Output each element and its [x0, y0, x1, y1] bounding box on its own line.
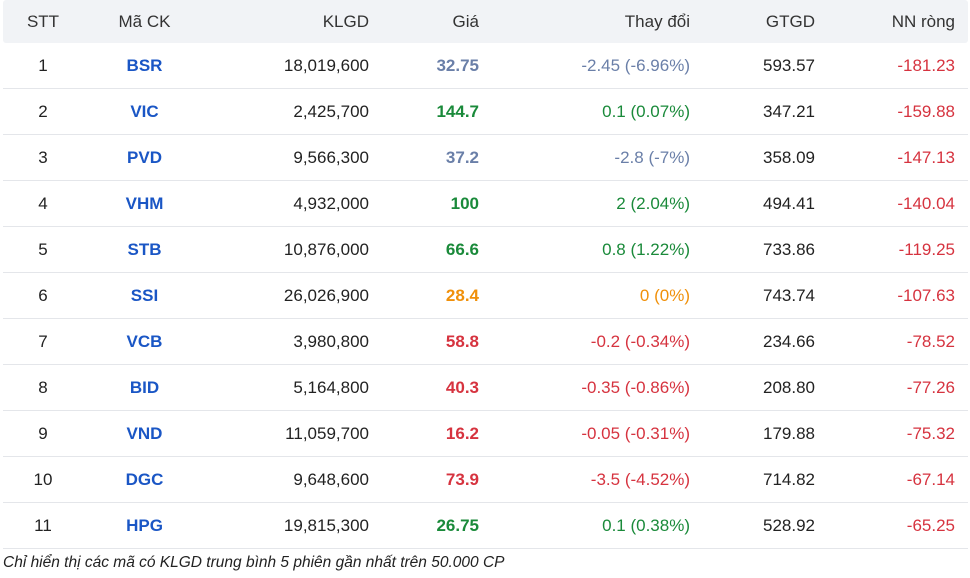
- table-row[interactable]: 6 SSI 26,026,900 28.4 0 (0%) 743.74 -107.63: [3, 273, 968, 319]
- cell-change: 0 (0%): [639, 285, 690, 305]
- cell-price: 144.7: [436, 101, 479, 121]
- cell-stt: 2: [38, 101, 48, 121]
- col-header-value[interactable]: GTGD: [765, 11, 815, 31]
- cell-volume: 18,019,600: [283, 55, 369, 75]
- cell-change: 0.1 (0.38%): [602, 515, 690, 535]
- col-header-foreign-net[interactable]: NN ròng: [891, 11, 955, 31]
- footnote: Chỉ hiển thị các mã có KLGD trung bình 5…: [3, 554, 505, 571]
- table-row[interactable]: 3 PVD 9,566,300 37.2 -2.8 (-7%) 358.09 -147.13: [3, 135, 968, 181]
- cell-stt: 6: [38, 285, 48, 305]
- cell-change: -0.05 (-0.31%): [581, 423, 690, 443]
- cell-volume: 9,648,600: [293, 469, 369, 489]
- cell-stt: 8: [38, 377, 48, 397]
- cell-price: 16.2: [445, 423, 479, 443]
- table-row[interactable]: 10 DGC 9,648,600 73.9 -3.5 (-4.52%) 714.82 -67…: [3, 457, 968, 503]
- table-row[interactable]: 1 BSR 18,019,600 32.75 -2.45 (-6.96%) 593.57 -…: [3, 43, 968, 89]
- cell-change: -0.2 (-0.34%): [590, 331, 690, 351]
- table-row[interactable]: 4 VHM 4,932,000 100 2 (2.04%) 494.41 -140.04: [3, 181, 968, 227]
- cell-value: 179.88: [763, 423, 815, 443]
- cell-value: 528.92: [763, 515, 815, 535]
- cell-volume: 2,425,700: [293, 101, 369, 121]
- table-row[interactable]: 5 STB 10,876,000 66.6 0.8 (1.22%) 733.86 -119.…: [3, 227, 968, 273]
- table-row[interactable]: 11 HPG 19,815,300 26.75 0.1 (0.38%) 528.92 -65…: [3, 503, 968, 549]
- cell-value: 714.82: [763, 469, 815, 489]
- cell-volume: 10,876,000: [283, 239, 369, 259]
- col-header-stt[interactable]: STT: [26, 11, 60, 31]
- cell-foreign-net: -75.32: [906, 423, 955, 443]
- table-row[interactable]: 8 BID 5,164,800 40.3 -0.35 (-0.86%) 208.80 -77…: [3, 365, 968, 411]
- cell-ticker-link[interactable]: VCB: [126, 331, 163, 351]
- cell-foreign-net: -107.63: [897, 285, 955, 305]
- cell-stt: 4: [38, 193, 48, 213]
- cell-stt: 5: [38, 239, 48, 259]
- cell-change: -2.8 (-7%): [614, 147, 690, 167]
- cell-change: -0.35 (-0.86%): [581, 377, 690, 397]
- cell-foreign-net: -67.14: [906, 469, 955, 489]
- col-header-volume[interactable]: KLGD: [322, 11, 369, 31]
- cell-price: 37.2: [445, 147, 479, 167]
- cell-stt: 11: [34, 515, 52, 535]
- cell-value: 494.41: [763, 193, 815, 213]
- cell-value: 234.66: [763, 331, 815, 351]
- cell-value: 743.74: [763, 285, 815, 305]
- cell-volume: 4,932,000: [293, 193, 369, 213]
- cell-ticker-link[interactable]: VND: [126, 423, 163, 443]
- cell-price: 40.3: [445, 377, 479, 397]
- cell-foreign-net: -78.52: [906, 331, 955, 351]
- cell-price: 58.8: [445, 331, 479, 351]
- cell-volume: 3,980,800: [293, 331, 369, 351]
- cell-foreign-net: -77.26: [906, 377, 955, 397]
- cell-ticker-link[interactable]: VIC: [130, 101, 159, 121]
- cell-value: 347.21: [763, 101, 815, 121]
- table-body: 1 BSR 18,019,600 32.75 -2.45 (-6.96%) 593.57 -…: [3, 43, 968, 549]
- cell-stt: 10: [33, 469, 53, 489]
- cell-ticker-link[interactable]: VHM: [125, 193, 164, 213]
- cell-value: 733.86: [763, 239, 815, 259]
- cell-price: 32.75: [436, 55, 479, 75]
- cell-price: 26.75: [436, 515, 479, 535]
- cell-ticker-link[interactable]: BID: [129, 377, 160, 397]
- cell-foreign-net: -147.13: [897, 147, 955, 167]
- cell-volume: 9,566,300: [293, 147, 369, 167]
- cell-value: 593.57: [763, 55, 815, 75]
- cell-stt: 9: [38, 423, 48, 443]
- table-row[interactable]: 7 VCB 3,980,800 58.8 -0.2 (-0.34%) 234.66 -78.…: [3, 319, 968, 365]
- col-header-price[interactable]: Giá: [452, 11, 479, 31]
- cell-foreign-net: -159.88: [897, 101, 955, 121]
- foreign-net-table: STT Mã CK KLGD Giá Thay đổi GTGD NN ròng…: [3, 0, 968, 549]
- cell-volume: 19,815,300: [283, 515, 369, 535]
- cell-foreign-net: -119.25: [898, 239, 955, 259]
- col-header-ticker[interactable]: Mã CK: [118, 11, 171, 31]
- cell-price: 73.9: [445, 469, 479, 489]
- table-row[interactable]: 2 VIC 2,425,700 144.7 0.1 (0.07%) 347.21 -159.…: [3, 89, 968, 135]
- cell-value: 358.09: [763, 147, 815, 167]
- cell-stt: 3: [38, 147, 48, 167]
- cell-volume: 26,026,900: [283, 285, 369, 305]
- cell-foreign-net: -181.23: [897, 55, 955, 75]
- cell-stt: 7: [38, 331, 48, 351]
- cell-foreign-net: -65.25: [906, 515, 955, 535]
- cell-volume: 11,059,700: [285, 423, 369, 443]
- cell-change: -2.45 (-6.96%): [581, 55, 690, 75]
- cell-change: 0.8 (1.22%): [602, 239, 690, 259]
- cell-price: 28.4: [445, 285, 479, 305]
- col-header-change[interactable]: Thay đổi: [624, 11, 690, 31]
- cell-volume: 5,164,800: [293, 377, 369, 397]
- table-row[interactable]: 9 VND 11,059,700 16.2 -0.05 (-0.31%) 179.88 -7…: [3, 411, 968, 457]
- cell-change: 2 (2.04%): [616, 193, 690, 213]
- cell-ticker-link[interactable]: SSI: [130, 285, 159, 305]
- cell-ticker-link[interactable]: BSR: [126, 55, 163, 75]
- cell-price: 66.6: [445, 239, 479, 259]
- cell-stt: 1: [38, 55, 48, 75]
- cell-value: 208.80: [763, 377, 815, 397]
- table-header: STT Mã CK KLGD Giá Thay đổi GTGD NN ròng: [3, 0, 968, 43]
- cell-ticker-link[interactable]: HPG: [126, 515, 163, 535]
- cell-price: 100: [450, 193, 479, 213]
- cell-change: 0.1 (0.07%): [602, 101, 690, 121]
- cell-ticker-link[interactable]: STB: [127, 239, 162, 259]
- cell-foreign-net: -140.04: [897, 193, 955, 213]
- cell-change: -3.5 (-4.52%): [590, 469, 690, 489]
- cell-ticker-link[interactable]: PVD: [127, 147, 162, 167]
- cell-ticker-link[interactable]: DGC: [125, 469, 164, 489]
